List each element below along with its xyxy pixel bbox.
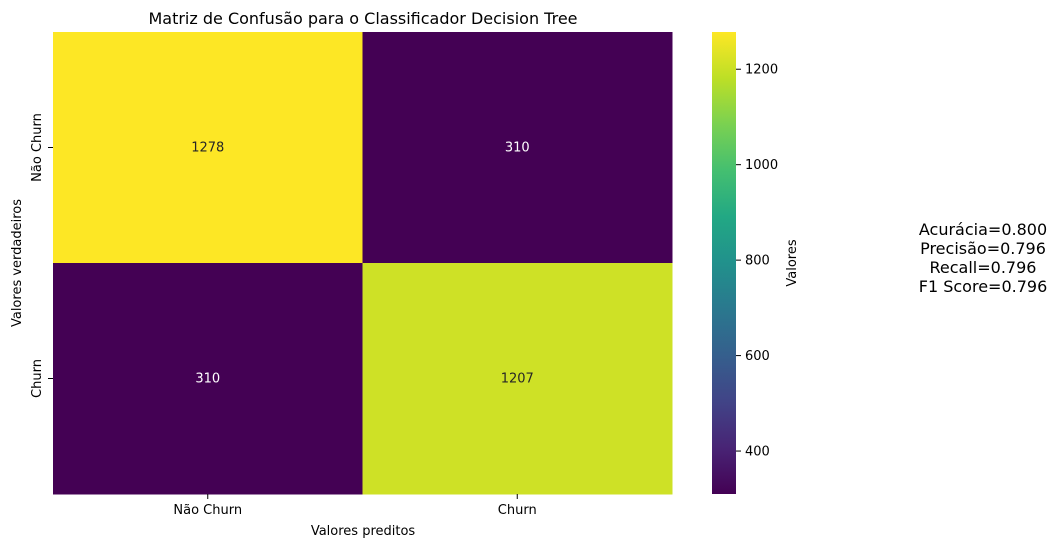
heatmap-cell (362, 263, 673, 495)
heatmap-cell (53, 32, 363, 264)
heatmap-cell (53, 263, 363, 495)
accuracy-text: Acurácia=0.800 (918, 220, 1048, 239)
x-tick-label: Não Churn (173, 503, 242, 518)
y-tick-label: Não Churn (30, 113, 45, 182)
cell-value-label: 310 (505, 141, 530, 156)
cell-value-label: 1207 (501, 372, 534, 387)
colorbar-tick-label: 1000 (745, 158, 778, 173)
colorbar-ticks: 400 600 800 1000 1200 (736, 63, 778, 460)
y-axis: Não Churn Churn (30, 113, 53, 398)
chart-title: Matriz de Confusão para o Classificador … (148, 9, 577, 28)
cell-value-label: 310 (195, 372, 220, 387)
x-axis: Não Churn Churn (173, 494, 537, 518)
colorbar-tick-label: 400 (745, 445, 770, 460)
recall-text: Recall=0.796 (929, 258, 1037, 277)
colorbar-label: Valores (785, 239, 800, 286)
y-axis-label: Valores verdadeiros (10, 199, 25, 327)
cell-value-label: 1278 (191, 141, 224, 156)
x-axis-label: Valores preditos (311, 524, 416, 539)
colorbar-tick-label: 600 (745, 349, 770, 364)
heatmap-cell (362, 32, 673, 264)
x-tick-label: Churn (498, 503, 537, 518)
precision-text: Precisão=0.796 (920, 239, 1046, 258)
colorbar (712, 32, 736, 494)
f1-score-text: F1 Score=0.796 (918, 277, 1048, 296)
colorbar-tick-label: 1200 (745, 63, 778, 78)
colorbar-tick-label: 800 (745, 254, 770, 269)
metrics-panel: Acurácia=0.800 Precisão=0.796 Recall=0.7… (898, 220, 1059, 296)
y-tick-label: Churn (30, 359, 45, 398)
heatmap-cells: 1278 310 310 1207 (53, 32, 673, 495)
